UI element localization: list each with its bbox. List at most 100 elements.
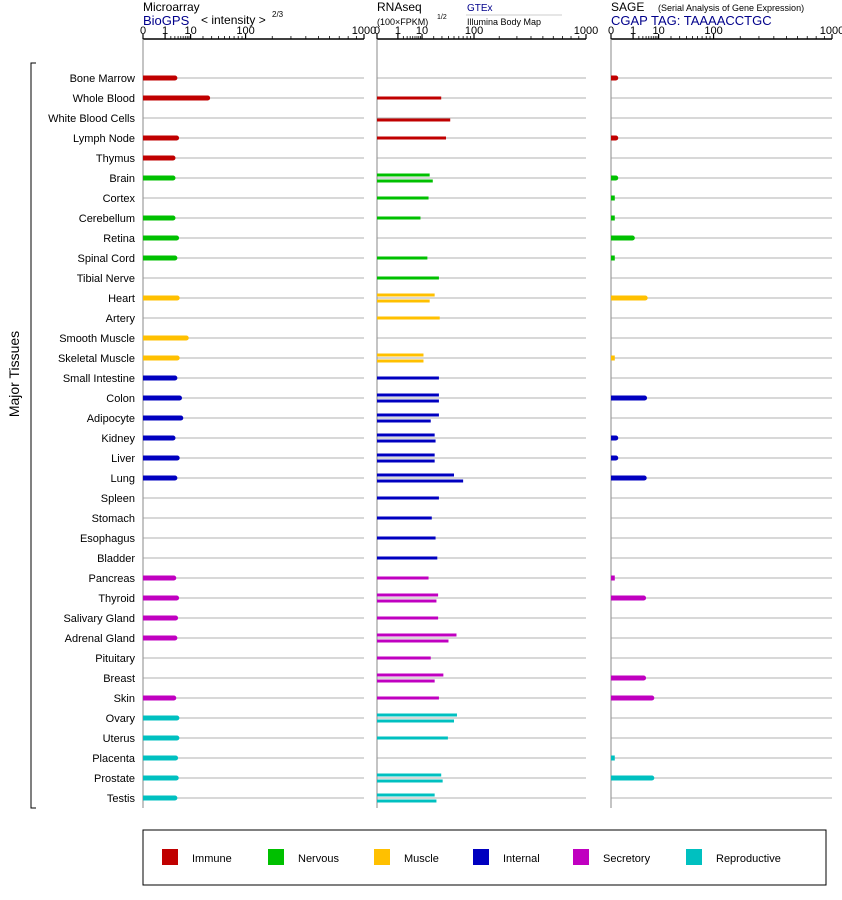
microarray-bar xyxy=(143,395,180,401)
microarray-bar-cap xyxy=(173,775,179,781)
microarray-bar xyxy=(143,215,173,221)
sage-bar xyxy=(611,775,652,781)
legend-item-internal: Internal xyxy=(473,849,540,865)
tissue-label: Smooth Muscle xyxy=(59,333,135,345)
sage-bar xyxy=(611,595,644,601)
microarray-bar-cap xyxy=(170,175,176,181)
rnaseq-bar xyxy=(377,656,431,660)
rnaseq-bar xyxy=(377,173,430,177)
tissue-row-bars xyxy=(377,516,432,520)
tissue-label: Salivary Gland xyxy=(63,613,135,625)
microarray-bar xyxy=(143,615,176,621)
microarray-bar xyxy=(143,95,208,101)
microarray-bar-cap xyxy=(178,415,184,421)
sage-bar xyxy=(611,255,615,261)
sage-subtitle: (Serial Analysis of Gene Expression) xyxy=(658,3,804,13)
tissue-label: Spinal Cord xyxy=(78,253,135,265)
rnaseq-bar xyxy=(377,479,464,483)
sage-bar-cap xyxy=(613,75,619,81)
rnaseq-bar xyxy=(377,256,428,260)
tissue-label: Prostate xyxy=(94,773,135,785)
rnaseq-bar xyxy=(377,413,439,417)
microarray-bar-cap xyxy=(174,135,180,141)
rnaseq-bar xyxy=(377,399,439,403)
tissue-label: Pancreas xyxy=(89,573,136,585)
microarray-tick-label: 10 xyxy=(184,25,196,37)
sage-bar xyxy=(611,695,652,701)
tissue-label: Colon xyxy=(106,393,135,405)
legend-item-nervous: Nervous xyxy=(268,849,339,865)
sage-tick-label: 1000 xyxy=(820,25,842,37)
gtex-link[interactable]: GTEx xyxy=(467,3,493,14)
legend-swatch xyxy=(686,849,702,865)
tissue-row-bars xyxy=(143,755,615,761)
fpkm-label: (100×FPKM) xyxy=(377,17,428,27)
rnaseq-bar xyxy=(377,96,442,100)
biogps-link[interactable]: BioGPS xyxy=(143,13,190,28)
tissue-label: Adrenal Gland xyxy=(65,633,135,645)
tissue-label: Small Intestine xyxy=(63,373,135,385)
tissue-label: Brain xyxy=(109,173,135,185)
microarray-bar xyxy=(143,735,177,741)
rnaseq-bar xyxy=(377,419,431,423)
tissue-row-bars xyxy=(143,615,439,621)
rnaseq-bar xyxy=(377,439,436,443)
rnaseq-bar xyxy=(377,639,449,643)
tissue-row-bars xyxy=(143,393,648,403)
microarray-bar-cap xyxy=(173,615,179,621)
legend-swatch xyxy=(473,849,489,865)
rnaseq-bar xyxy=(377,433,435,437)
sage-bar-cap xyxy=(613,175,619,181)
microarray-bar-cap xyxy=(174,715,180,721)
tissue-row-bars xyxy=(143,353,615,363)
rnaseq-bar xyxy=(377,453,435,457)
tissue-row-bars xyxy=(143,75,619,81)
y-axis-label: Major Tissues xyxy=(6,331,22,417)
rnaseq-bar xyxy=(377,793,435,797)
tissue-label: Esophagus xyxy=(80,533,136,545)
tissue-label: Thyroid xyxy=(98,593,135,605)
bars-layer xyxy=(143,75,655,803)
tissue-label: Bone Marrow xyxy=(70,73,135,85)
microarray-bar xyxy=(143,75,175,81)
microarray-bar-cap xyxy=(183,335,189,341)
tissue-label: Liver xyxy=(111,453,135,465)
tissue-row-bars xyxy=(143,735,448,741)
microarray-bar xyxy=(143,375,175,381)
tissue-label: Pituitary xyxy=(95,653,135,665)
sage-tag-link[interactable]: CGAP TAG: TAAAACCTGC xyxy=(611,13,772,28)
rnaseq-bar xyxy=(377,118,451,122)
tissue-label: Heart xyxy=(108,293,135,305)
tissue-row-bars xyxy=(377,276,439,280)
sage-bar xyxy=(611,475,645,481)
microarray-bar xyxy=(143,575,174,581)
tissue-row-bars xyxy=(143,235,635,241)
rnaseq-bar xyxy=(377,179,433,183)
tissue-label: Stomach xyxy=(92,513,135,525)
legend-swatch xyxy=(268,849,284,865)
tissue-label: Ovary xyxy=(106,713,136,725)
legend-label: Immune xyxy=(192,853,232,865)
sage-bar xyxy=(611,195,615,201)
sage-bar-cap xyxy=(613,455,619,461)
sage-bar-cap xyxy=(649,775,655,781)
legend-swatch xyxy=(374,849,390,865)
tissue-row-bars xyxy=(143,575,615,581)
tissue-row-bars xyxy=(143,453,619,463)
tissue-label: Lung xyxy=(111,473,135,485)
tissue-label: Placenta xyxy=(92,753,136,765)
rnaseq-bar xyxy=(377,736,448,740)
rnaseq-bar xyxy=(377,696,439,700)
intensity-exponent: 2/3 xyxy=(272,10,284,19)
tissue-label: Testis xyxy=(107,793,136,805)
tissue-row-bars xyxy=(143,255,615,261)
rnaseq-bar xyxy=(377,276,439,280)
sage-bar-cap xyxy=(641,595,647,601)
rnaseq-bar xyxy=(377,299,430,303)
microarray-bar xyxy=(143,355,178,361)
tissue-row-bars xyxy=(143,773,655,783)
tissue-row-bars xyxy=(377,556,438,560)
fpkm-exponent: 1/2 xyxy=(437,14,447,21)
rnaseq-bar xyxy=(377,473,454,477)
